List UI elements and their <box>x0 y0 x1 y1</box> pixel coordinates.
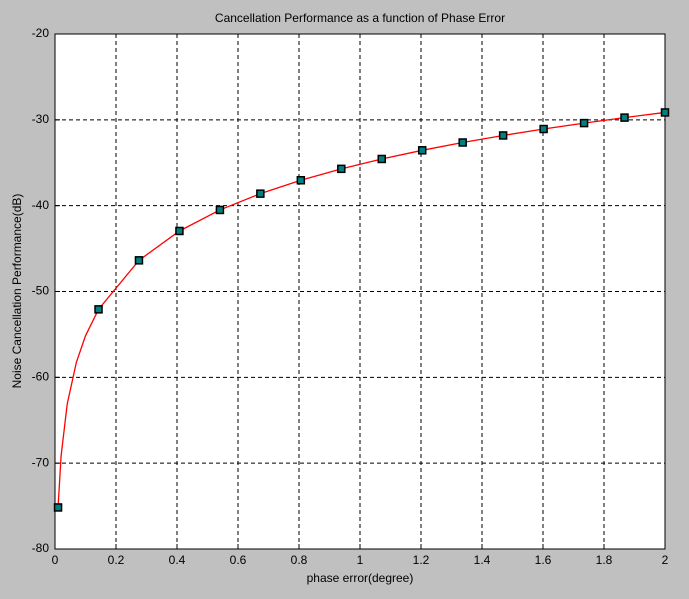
chart-title: Cancellation Performance as a function o… <box>215 11 505 25</box>
axes-box <box>54 33 666 550</box>
marker <box>53 503 63 512</box>
x-tick-label: 1 <box>357 553 364 567</box>
marker <box>620 113 629 122</box>
marker <box>256 189 265 198</box>
marker <box>458 138 467 147</box>
x-tick-label: 0.2 <box>108 553 125 567</box>
marker <box>296 176 306 185</box>
x-tick-label: 1.2 <box>413 553 430 567</box>
x-tick-label: 0.6 <box>230 553 247 567</box>
marker <box>175 226 184 236</box>
y-tick-label: -30 <box>32 112 50 126</box>
marker <box>498 131 508 140</box>
marker <box>215 205 225 215</box>
y-tick-label: -60 <box>32 370 50 384</box>
marker <box>134 256 144 265</box>
y-tick-label: -40 <box>32 198 50 212</box>
marker <box>660 108 670 117</box>
y-tick-label: -50 <box>32 284 50 298</box>
x-tick-label: 1.4 <box>474 553 491 567</box>
x-axis-label: phase error(degree) <box>307 571 414 585</box>
x-tick-label: 0.8 <box>291 553 308 567</box>
marker <box>94 305 103 314</box>
marker <box>377 154 386 164</box>
y-tick-label: -80 <box>32 541 50 555</box>
x-tick-label: 0 <box>52 553 59 567</box>
line <box>57 111 666 508</box>
marker <box>337 164 346 174</box>
x-tick-label: 2 <box>662 553 669 567</box>
marker <box>539 124 548 134</box>
x-tick-label: 1.6 <box>535 553 552 567</box>
y-tick-label: -70 <box>32 455 50 469</box>
x-tick-label: 0.4 <box>169 553 186 567</box>
x-tick-label: 1.8 <box>596 553 613 567</box>
marker <box>417 146 427 155</box>
y-axis-label: Noise Cancellation Performance(dB) <box>10 194 24 389</box>
y-tick-label: -20 <box>32 26 50 40</box>
marker <box>579 118 589 128</box>
